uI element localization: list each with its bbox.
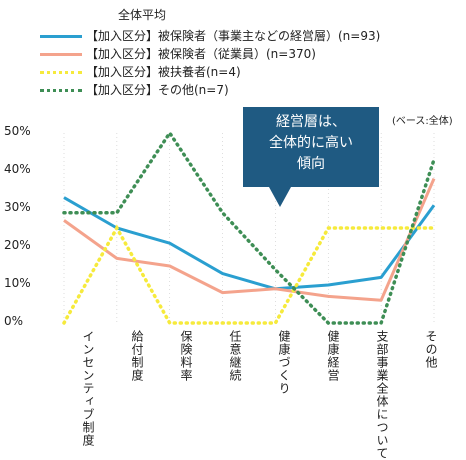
x-tick-label: 健康づくり [277,330,291,395]
legend-item-executives: 【加入区分】被保険者（事業主などの経営層）(n=93) [40,27,380,44]
legend-item-employees: 【加入区分】被保険者（従業員）(n=370) [40,45,316,62]
series-line-1 [63,178,436,302]
y-tick-label: 30% [4,200,31,214]
callout-pointer [269,187,291,207]
x-tick-label: 給付制度 [130,330,144,382]
callout-box: 経営層は、 全体的に高い 傾向 [243,107,379,187]
legend-item-other: 【加入区分】その他(n=7) [40,81,229,98]
x-tick-label: 健康経営 [326,330,340,382]
legend-swatch-executives [40,35,82,38]
legend-swatch-dependents [40,71,82,74]
y-tick-label: 20% [4,238,31,252]
legend-swatch-employees [40,53,82,56]
x-tick-label: 任意継続 [228,330,242,382]
x-tick-label: 支部事業全体について [375,330,389,460]
callout-line-2: 全体的に高い [269,135,353,151]
y-tick-label: 10% [4,276,31,290]
legend-title: 全体平均 [118,8,167,22]
x-tick-label: 保険料率 [179,330,193,382]
series-line-0 [63,196,436,291]
y-tick-label: 0% [4,314,24,328]
legend-item-dependents: 【加入区分】被扶養者(n=4) [40,63,241,80]
x-tick-label: インセンティブ制度 [81,330,95,447]
series-line-3 [62,129,436,325]
legend-swatch-other [40,89,82,92]
base-note: (ベース:全体) [392,116,453,127]
callout-line-1: 経営層は、 [276,114,346,130]
y-tick-label: 40% [4,162,31,176]
series-line-2 [62,224,436,325]
y-tick-label: 50% [4,124,31,138]
callout-line-3: 傾向 [297,156,325,172]
x-tick-label: その他 [424,330,438,369]
